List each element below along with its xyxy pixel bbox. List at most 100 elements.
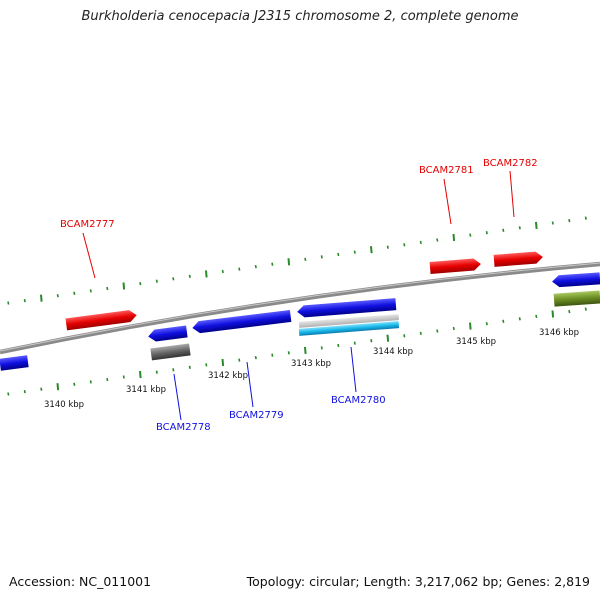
tick-minor bbox=[436, 329, 439, 333]
connector-bcam2781 bbox=[443, 178, 452, 225]
tick-minor bbox=[337, 252, 340, 257]
tick-minor bbox=[205, 363, 208, 367]
tick-minor bbox=[320, 346, 323, 350]
tick-major bbox=[56, 383, 60, 391]
tick-major bbox=[122, 282, 126, 290]
scale-label: 3141 kbp bbox=[126, 385, 166, 395]
topology-text: Topology: circular; Length: 3,217,062 bp… bbox=[246, 574, 590, 589]
gene-bcam2780[interactable] bbox=[297, 298, 397, 318]
tick-major bbox=[551, 310, 555, 318]
tick-minor bbox=[568, 309, 571, 314]
tick-minor bbox=[271, 262, 274, 266]
tick-minor bbox=[172, 277, 175, 281]
scale-label: 3140 kbp bbox=[44, 400, 84, 410]
tick-minor bbox=[535, 314, 538, 319]
scale-label: 3143 kbp bbox=[291, 359, 331, 369]
feature-gray[interactable] bbox=[150, 343, 191, 361]
tick-minor bbox=[584, 307, 587, 311]
tick-minor bbox=[337, 343, 340, 348]
tick-minor bbox=[452, 326, 455, 331]
tick-minor bbox=[551, 221, 554, 225]
tick-minor bbox=[419, 331, 422, 336]
tick-minor bbox=[469, 233, 472, 237]
tick-minor bbox=[485, 322, 488, 326]
tick-minor bbox=[23, 389, 26, 394]
gene-bcam2781[interactable] bbox=[429, 258, 482, 274]
tick-minor bbox=[221, 269, 224, 274]
tick-minor bbox=[106, 286, 109, 291]
connector-bcam2778 bbox=[173, 373, 182, 421]
tick-major bbox=[304, 346, 307, 354]
tick-minor bbox=[155, 370, 158, 374]
tick-minor bbox=[238, 358, 241, 362]
scale-label: 3145 kbp bbox=[456, 337, 496, 347]
scale-label: 3142 kbp bbox=[208, 371, 248, 381]
tick-minor bbox=[436, 238, 439, 242]
tick-major bbox=[469, 322, 472, 330]
gene-bcam2778[interactable] bbox=[147, 325, 188, 342]
tick-minor bbox=[370, 339, 373, 343]
tick-major bbox=[139, 371, 142, 379]
accession-text: Accession: NC_011001 bbox=[9, 574, 152, 589]
label-bcam2781: BCAM2781 bbox=[419, 165, 474, 176]
label-bcam2778: BCAM2778 bbox=[156, 422, 211, 433]
scale-label: 3144 kbp bbox=[373, 347, 413, 357]
tick-minor bbox=[254, 355, 257, 360]
feature-olive[interactable] bbox=[553, 290, 600, 307]
label-bcam2779: BCAM2779 bbox=[229, 410, 284, 421]
connector-bcam2779 bbox=[246, 361, 254, 408]
tick-minor bbox=[386, 245, 389, 249]
tick-major bbox=[452, 233, 456, 242]
tick-row-upper bbox=[7, 216, 587, 305]
tick-minor bbox=[254, 264, 257, 269]
tick-minor bbox=[502, 228, 505, 232]
tick-minor bbox=[172, 368, 175, 372]
tick-minor bbox=[89, 380, 92, 384]
connector-bcam2777 bbox=[82, 232, 96, 279]
tick-minor bbox=[188, 365, 191, 369]
label-bcam2777: BCAM2777 bbox=[60, 219, 115, 230]
label-connectors bbox=[82, 170, 515, 421]
backbone-highlight bbox=[0, 262, 600, 352]
connector-bcam2782 bbox=[509, 170, 515, 218]
tick-minor bbox=[403, 334, 406, 338]
gene-bcam2782[interactable] bbox=[493, 251, 544, 267]
feature-cyan[interactable] bbox=[298, 321, 400, 336]
gene-right-edge[interactable] bbox=[552, 272, 600, 288]
gene-bcam2777[interactable] bbox=[65, 309, 138, 331]
tick-minor bbox=[106, 377, 109, 382]
tick-minor bbox=[238, 267, 241, 271]
tick-minor bbox=[419, 240, 422, 245]
tick-minor bbox=[287, 351, 290, 355]
tick-minor bbox=[568, 218, 571, 223]
tick-minor bbox=[518, 317, 521, 321]
tick-major bbox=[205, 270, 208, 278]
tick-minor bbox=[122, 375, 125, 379]
label-bcam2780: BCAM2780 bbox=[331, 395, 386, 406]
scale-labels: 3140 kbp 3141 kbp 3142 kbp 3143 kbp 3144… bbox=[44, 328, 579, 410]
tick-minor bbox=[518, 226, 521, 230]
tick-minor bbox=[502, 319, 505, 323]
gene-bcam2779[interactable] bbox=[192, 309, 292, 334]
tick-major bbox=[535, 221, 538, 229]
tick-major bbox=[221, 358, 225, 367]
tick-minor bbox=[155, 279, 158, 283]
tick-minor bbox=[320, 255, 323, 259]
tick-minor bbox=[89, 289, 92, 293]
tick-minor bbox=[7, 301, 10, 305]
backbone-line bbox=[0, 261, 600, 355]
tick-minor bbox=[353, 341, 356, 345]
scale-label: 3146 kbp bbox=[539, 328, 579, 338]
tick-major bbox=[386, 334, 390, 342]
feature-light-gray[interactable] bbox=[298, 314, 400, 328]
gene-left-edge[interactable] bbox=[0, 355, 29, 371]
feature-layer bbox=[0, 251, 600, 371]
tick-minor bbox=[584, 216, 587, 220]
map-title: Burkholderia cenocepacia J2315 chromosom… bbox=[81, 9, 519, 24]
tick-minor bbox=[188, 274, 191, 278]
tick-major bbox=[40, 294, 43, 302]
tick-minor bbox=[7, 392, 10, 396]
tick-minor bbox=[271, 353, 274, 357]
